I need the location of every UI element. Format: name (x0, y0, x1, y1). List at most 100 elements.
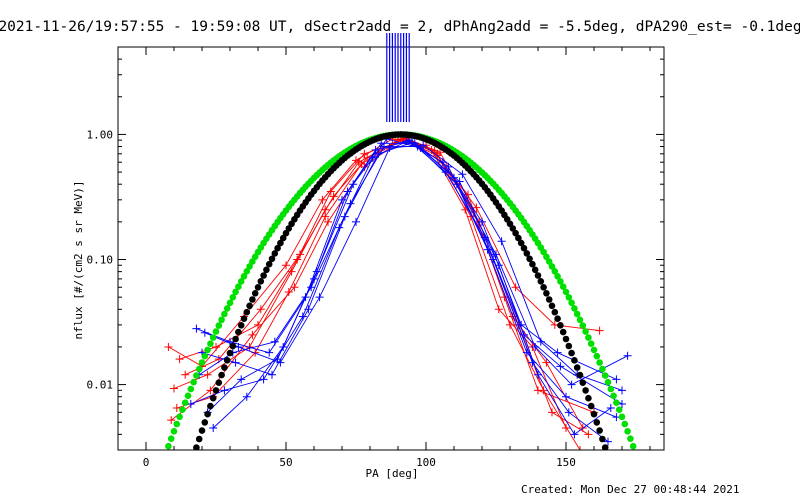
x-tick-label: 0 (143, 456, 150, 469)
fit-curve-point-black (254, 284, 262, 291)
fit-curve-point-black (587, 402, 595, 410)
fit-curve-point-black (534, 272, 542, 279)
fit-curve-point-black (529, 260, 536, 268)
data-point-red (329, 192, 338, 201)
fit-curve-point-black (260, 272, 267, 279)
fit-curve-point-green (243, 268, 251, 275)
fit-curve-point-black (229, 342, 237, 350)
fit-curve-point-green (587, 340, 595, 348)
data-point-red (472, 203, 481, 212)
data-point-blue (237, 375, 246, 384)
data-point-red (293, 255, 302, 264)
series-line-red (170, 136, 581, 450)
fit-curve-point-green (596, 359, 603, 366)
fit-curve-point-green (568, 299, 575, 307)
data-point-blue (604, 437, 612, 446)
fit-curve-point-black (582, 387, 589, 394)
fit-curve-point-black (568, 349, 575, 357)
fit-curve-point-black (585, 394, 592, 402)
data-point-blue (564, 408, 573, 417)
series-line-blue (196, 140, 617, 380)
fit-curve-point-black (512, 229, 519, 237)
fit-curve-point-green (221, 310, 228, 318)
data-point-blue (606, 403, 615, 412)
data-point-red (494, 305, 503, 314)
fit-curve-point-black (540, 284, 547, 291)
fit-curve-point-green (235, 283, 242, 291)
fit-curve-point-black (201, 419, 209, 426)
data-point-red (282, 261, 290, 270)
data-point-red (167, 416, 176, 425)
data-point-blue (265, 348, 274, 357)
y-tick-label: 1.00 (87, 128, 114, 141)
series-line-blue (201, 142, 623, 405)
data-point-blue (231, 358, 240, 367)
y-axis-label: nflux [#/(cm2 s sr MeV)] (72, 181, 85, 340)
data-point-red (562, 423, 570, 432)
data-point-blue (478, 217, 486, 226)
fit-curve-point-green (170, 428, 178, 435)
data-point-red (548, 408, 556, 417)
fit-curve-point-black (232, 335, 239, 343)
fit-curve-point-green (198, 359, 206, 366)
fit-curve-point-green (195, 365, 203, 373)
fit-curve-point-green (181, 399, 189, 407)
fit-curve-point-black (215, 379, 223, 387)
data-point-red (595, 326, 604, 335)
fit-curve-point-green (212, 328, 220, 335)
data-point-blue (220, 386, 229, 395)
fit-curve-point-black (565, 342, 573, 350)
fit-curve-point-green (585, 334, 592, 341)
fit-curve-point-green (629, 442, 637, 450)
data-point-red (251, 348, 260, 357)
fit-curve-point-green (218, 316, 225, 324)
fit-curve-point-green (607, 385, 615, 393)
fit-curve-point-black (282, 229, 290, 237)
fit-curve-point-black (263, 266, 270, 274)
fit-curve-point-green (215, 322, 223, 329)
fit-curve-point-black (545, 296, 553, 303)
fit-curve-point-green (190, 378, 197, 386)
data-point-blue (570, 430, 579, 439)
fit-curve-point-black (551, 308, 559, 316)
fit-curve-point-black (509, 225, 517, 232)
data-point-blue (279, 342, 288, 351)
data-point-red (254, 320, 262, 329)
series-line-blue (198, 146, 628, 386)
fit-curve-point-green (559, 283, 567, 291)
fit-curve-point-black (271, 250, 279, 257)
fit-curve-point-black (599, 435, 606, 443)
data-point-red (506, 320, 514, 329)
fit-curve-point-green (621, 420, 629, 428)
fit-curve-point-green (193, 372, 200, 379)
data-point-blue (200, 328, 209, 337)
data-point-blue (419, 141, 428, 150)
data-point-blue (553, 348, 562, 357)
fit-curve-point-black (221, 364, 228, 371)
fit-curve-point-green (187, 385, 195, 393)
fit-curve-point-black (537, 278, 545, 285)
series-layer (164, 131, 637, 450)
data-point-blue (298, 312, 307, 321)
fit-curve-point-black (209, 394, 217, 402)
fit-curve-point-black (243, 308, 251, 316)
fit-curve-point-green (229, 294, 237, 301)
fit-curve-point-black (274, 244, 281, 252)
data-point-red (321, 205, 330, 214)
data-point-blue (556, 362, 565, 371)
data-point-red (326, 187, 335, 196)
series-line-red (185, 137, 589, 435)
fit-curve-point-black (249, 296, 256, 303)
data-point-blue (536, 337, 545, 346)
fit-curve-point-green (590, 346, 598, 354)
fit-curve-point-black (517, 239, 525, 247)
fit-curve-point-black (573, 364, 581, 371)
fit-curve-point-black (526, 255, 533, 263)
data-point-blue (242, 392, 251, 401)
fit-curve-point-black (268, 255, 276, 263)
fit-curve-point-green (579, 322, 587, 329)
data-point-red (324, 217, 332, 226)
fit-curve-point-green (184, 392, 192, 400)
data-point-red (164, 342, 173, 351)
